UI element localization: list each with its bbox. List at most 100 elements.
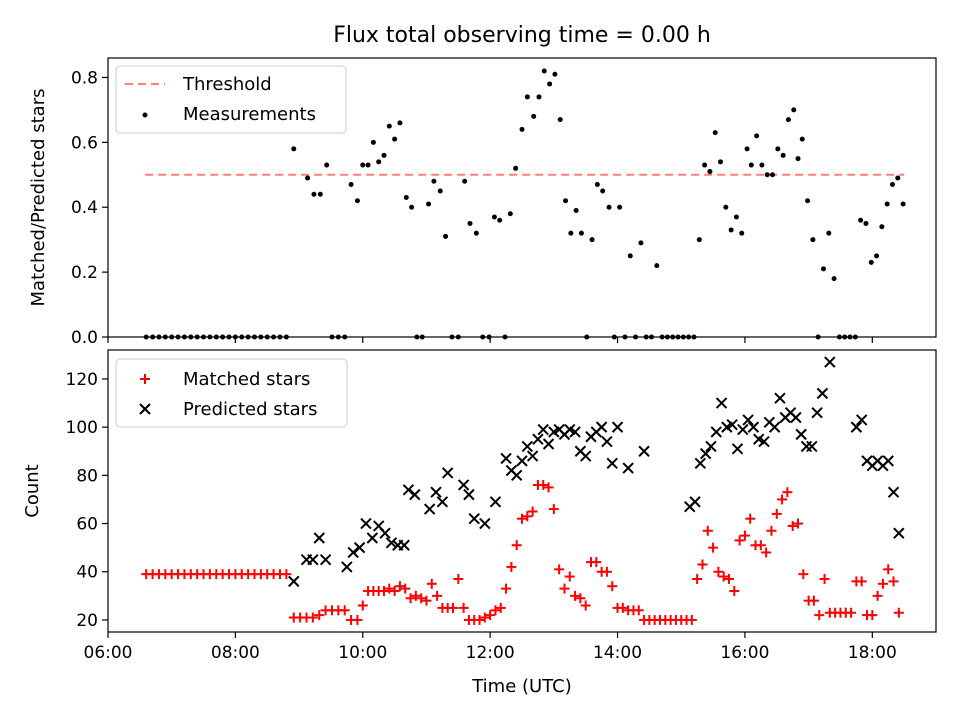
matched-stars-point (846, 607, 857, 618)
matched-stars-point (739, 530, 750, 541)
matched-stars-point (538, 479, 549, 490)
top-panel-legend-box (115, 65, 347, 134)
predicted-stars-point (795, 428, 807, 441)
measurement-point (578, 230, 584, 236)
predicted-stars-point (457, 479, 470, 491)
top-panel-marks (143, 68, 906, 340)
measurement-point (712, 130, 718, 136)
measurement-point (831, 276, 837, 282)
top-panel-axes: 0.0 0.2 0.4 0.6 0.8 (71, 68, 873, 348)
measurement-point (733, 214, 739, 220)
measurement-point (759, 162, 765, 168)
measurement-point (810, 237, 816, 243)
predicted-stars-point (811, 406, 823, 419)
matched-stars-point (426, 578, 437, 589)
measurement-point (606, 204, 612, 210)
bottom-x-tick-label: 14:00 (593, 643, 642, 663)
measurement-point (426, 201, 432, 207)
bottom-x-tick-label: 08:00 (211, 643, 260, 663)
predicted-stars-point (319, 553, 332, 566)
predicted-stars-point (731, 443, 744, 455)
measurement-point (563, 198, 569, 204)
measurement-point (431, 178, 437, 184)
predicted-stars-point (737, 423, 749, 436)
measurement-point (627, 253, 633, 259)
predicted-stars-point (360, 517, 372, 530)
matched-stars-point (713, 566, 724, 577)
top-y-tick-label: 0.6 (71, 133, 98, 153)
matched-stars-point (479, 612, 490, 623)
matched-stars-point (814, 610, 825, 621)
matched-stars-point (724, 573, 734, 584)
matched-stars-point (883, 564, 894, 575)
predicted-stars-point (489, 496, 502, 508)
measurement-point (557, 117, 563, 123)
matched-stars-point (787, 520, 798, 531)
predicted-stars-point (436, 496, 449, 508)
x-axis-label: Time (UTC) (471, 676, 572, 697)
matched-stars-point (819, 573, 830, 584)
measurement-point (863, 220, 869, 226)
bottom-x-tick-label: 18:00 (848, 643, 897, 663)
top-y-tick-label: 0.0 (71, 328, 98, 348)
predicted-stars-point (569, 426, 581, 438)
measurement-point (291, 146, 297, 152)
matched-stars-point (777, 494, 788, 505)
matched-stars-point (352, 614, 363, 625)
predicted-stars-point (705, 440, 717, 453)
top-panel-legend: Threshold Measurements (115, 65, 347, 134)
matched-stars-point (729, 586, 740, 597)
matched-stars-point (485, 610, 496, 621)
predicted-stars-point (595, 421, 608, 433)
matched-stars-legend-label: Matched stars (183, 369, 310, 390)
matched-stars-legend-swatch (140, 374, 150, 384)
predicted-stars-point (806, 440, 818, 453)
matched-stars-point (410, 590, 421, 601)
matched-stars-point (607, 581, 618, 592)
measurement-point (370, 139, 376, 145)
measurement-point (317, 191, 323, 197)
predicted-stars-legend-swatch (139, 403, 151, 415)
predicted-stars-point (726, 419, 738, 431)
predicted-stars-point (468, 513, 480, 525)
predicted-stars-point (790, 411, 802, 424)
measurement-point (573, 207, 579, 213)
measurement-point (879, 224, 885, 230)
predicted-stars-point (402, 484, 415, 496)
predicted-stars-point (699, 447, 712, 460)
bottom-x-tick-label: 12:00 (466, 643, 515, 663)
measurement-point (491, 214, 497, 220)
top-y-tick-label: 0.8 (71, 68, 98, 88)
predicted-stars-point (341, 561, 353, 573)
matched-stars-point (506, 561, 517, 572)
matched-stars-point (453, 573, 464, 584)
measurement-point (785, 117, 791, 123)
matched-stars-point (501, 583, 512, 594)
measurement-point (443, 233, 449, 239)
predicted-stars-point (715, 397, 728, 409)
top-y-tick-label: 0.2 (71, 263, 98, 283)
measurement-point (519, 126, 525, 132)
predicted-stars-point (347, 546, 359, 559)
predicted-stars-point (510, 469, 523, 482)
predicted-stars-point (689, 496, 701, 508)
matched-stars-point (782, 487, 793, 498)
matched-stars-point (601, 566, 612, 577)
measurement-point (739, 230, 745, 236)
matched-stars-point (575, 593, 586, 604)
measurement-point (900, 201, 906, 207)
bottom-x-tick-label: 06:00 (84, 643, 133, 663)
matched-stars-point (580, 600, 591, 611)
predicted-stars-point (521, 440, 534, 453)
predicted-stars-point (774, 392, 786, 404)
predicted-stars-point (526, 450, 539, 462)
predicted-stars-point (398, 539, 410, 551)
measurement-point (826, 230, 832, 236)
measurement-point (531, 113, 537, 119)
predicted-stars-point (500, 452, 512, 465)
predicted-stars-point (532, 433, 544, 445)
predicted-stars-point (710, 426, 722, 438)
matched-stars-point (877, 578, 888, 589)
predicted-stars-point (611, 421, 624, 433)
